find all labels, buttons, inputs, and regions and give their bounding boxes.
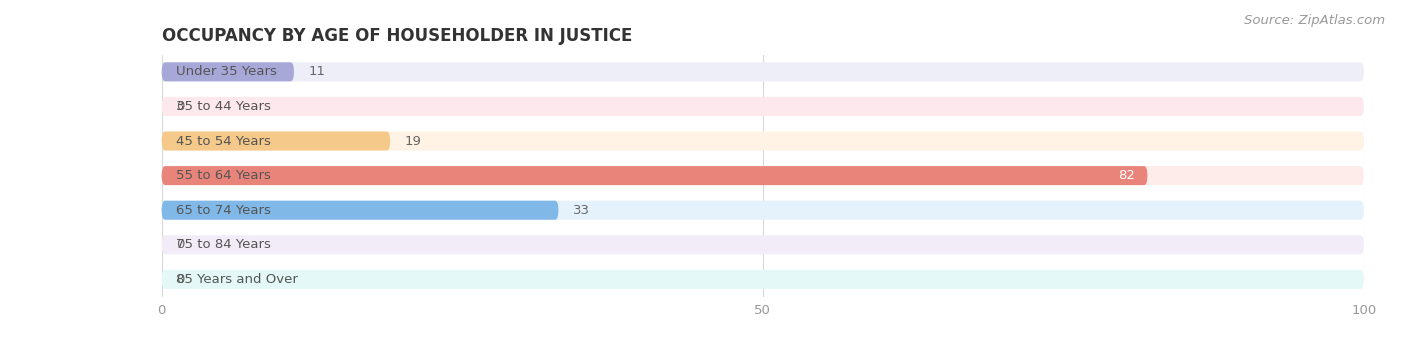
FancyBboxPatch shape [162, 62, 294, 81]
Text: Source: ZipAtlas.com: Source: ZipAtlas.com [1244, 14, 1385, 27]
FancyBboxPatch shape [162, 201, 558, 220]
FancyBboxPatch shape [162, 132, 389, 150]
Text: 82: 82 [1119, 169, 1136, 182]
FancyBboxPatch shape [162, 97, 1364, 116]
FancyBboxPatch shape [162, 201, 1364, 220]
FancyBboxPatch shape [162, 166, 1364, 185]
Text: Under 35 Years: Under 35 Years [176, 65, 277, 78]
Text: 55 to 64 Years: 55 to 64 Years [176, 169, 271, 182]
FancyBboxPatch shape [162, 270, 1364, 289]
Text: 0: 0 [176, 273, 184, 286]
Text: 19: 19 [405, 135, 422, 148]
Text: 45 to 54 Years: 45 to 54 Years [176, 135, 271, 148]
Text: 0: 0 [176, 238, 184, 251]
FancyBboxPatch shape [162, 62, 1364, 81]
Text: 11: 11 [308, 65, 325, 78]
FancyBboxPatch shape [162, 132, 1364, 150]
Text: 65 to 74 Years: 65 to 74 Years [176, 204, 271, 217]
Text: 35 to 44 Years: 35 to 44 Years [176, 100, 271, 113]
Text: OCCUPANCY BY AGE OF HOUSEHOLDER IN JUSTICE: OCCUPANCY BY AGE OF HOUSEHOLDER IN JUSTI… [162, 27, 633, 45]
Text: 0: 0 [176, 100, 184, 113]
Text: 85 Years and Over: 85 Years and Over [176, 273, 298, 286]
Text: 33: 33 [572, 204, 591, 217]
Text: 75 to 84 Years: 75 to 84 Years [176, 238, 271, 251]
FancyBboxPatch shape [162, 166, 1147, 185]
FancyBboxPatch shape [162, 235, 1364, 254]
